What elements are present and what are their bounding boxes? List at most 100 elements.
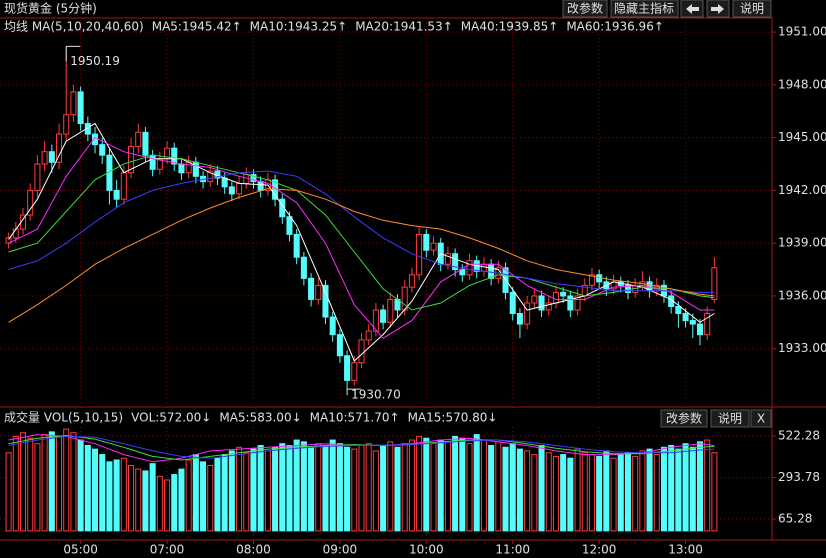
volume-bar bbox=[365, 443, 372, 532]
volume-bar bbox=[560, 454, 567, 532]
candle-body bbox=[300, 256, 307, 279]
volume-bar bbox=[423, 437, 430, 532]
volume-bar bbox=[574, 448, 581, 532]
arrow-left-icon[interactable] bbox=[686, 4, 699, 14]
button[interactable] bbox=[732, 0, 772, 18]
x-tick-label: 10:00 bbox=[409, 543, 444, 557]
volume-bar bbox=[473, 434, 480, 532]
volume-bar bbox=[171, 474, 178, 532]
candle-body bbox=[236, 182, 243, 195]
volume-bar bbox=[41, 434, 48, 532]
volume-bar bbox=[488, 444, 495, 532]
volume-bar bbox=[48, 431, 55, 532]
volume-bar bbox=[77, 439, 84, 532]
volume-bar bbox=[272, 446, 279, 532]
volume-bar bbox=[84, 444, 91, 532]
candle-body bbox=[430, 242, 437, 251]
legend-entry: MA40:1939.85↑ bbox=[461, 20, 559, 34]
y-tick-label: 1951.00 bbox=[778, 25, 826, 39]
volume-bar bbox=[207, 464, 214, 532]
button[interactable] bbox=[660, 409, 708, 428]
legend-entry: MA15:570.80↓ bbox=[408, 411, 498, 425]
volume-bar bbox=[156, 475, 163, 532]
volume-bar bbox=[466, 443, 473, 532]
volume-bar bbox=[358, 444, 365, 532]
button-label[interactable]: X bbox=[757, 412, 765, 426]
candle-body bbox=[149, 154, 156, 170]
volume-bar bbox=[552, 455, 559, 532]
candle-body bbox=[596, 274, 603, 283]
ma-line bbox=[8, 122, 715, 362]
y-tick-label: 65.28 bbox=[778, 512, 812, 526]
volume-bar bbox=[639, 450, 646, 532]
volume-bar bbox=[617, 454, 624, 532]
candle-body bbox=[55, 133, 63, 163]
legend-entry: MA5:583.00↓ bbox=[219, 411, 301, 425]
candle-body bbox=[48, 151, 55, 163]
button[interactable] bbox=[562, 0, 608, 18]
candle-body bbox=[41, 151, 48, 165]
button[interactable] bbox=[610, 0, 679, 18]
candle-body bbox=[452, 253, 459, 271]
volume-bar bbox=[236, 446, 243, 532]
candle-body bbox=[34, 163, 41, 191]
volume-bar bbox=[408, 439, 415, 532]
candle-body bbox=[120, 172, 127, 200]
volume-bar bbox=[329, 439, 336, 532]
candle-body bbox=[178, 163, 185, 174]
volume-bar bbox=[19, 432, 27, 532]
candle-body bbox=[675, 305, 682, 315]
candle-body bbox=[77, 91, 84, 125]
button[interactable] bbox=[750, 409, 772, 428]
volume-bar bbox=[538, 444, 545, 532]
volume-bar bbox=[120, 457, 127, 532]
y-tick-label: 1936.00 bbox=[778, 288, 826, 302]
candle-body bbox=[531, 295, 538, 304]
volume-bar bbox=[380, 444, 387, 532]
volume-bar bbox=[142, 470, 149, 532]
candle-body bbox=[329, 316, 336, 336]
x-tick-label: 07:00 bbox=[150, 543, 185, 557]
candle-body bbox=[171, 147, 178, 165]
volume-title: 成交量 VOL(5,10,15) bbox=[4, 410, 123, 425]
volume-bar bbox=[55, 435, 63, 532]
candle-body bbox=[228, 186, 235, 195]
candle-body bbox=[444, 253, 451, 265]
volume-bar bbox=[70, 432, 77, 532]
volume-bar bbox=[178, 468, 185, 532]
volume-bar bbox=[603, 450, 610, 532]
arrow-right-icon[interactable] bbox=[711, 4, 724, 14]
volume-bar bbox=[495, 441, 502, 532]
legend-entry: MA20:1941.53↑ bbox=[355, 20, 453, 34]
volume-bar bbox=[164, 479, 171, 532]
candle-body bbox=[488, 263, 495, 279]
candle-body bbox=[221, 177, 228, 188]
volume-bar bbox=[682, 443, 689, 532]
volume-bar bbox=[387, 441, 394, 532]
volume-bar bbox=[336, 443, 343, 532]
candle-body bbox=[524, 302, 531, 325]
volume-bar bbox=[92, 448, 99, 532]
candle-body bbox=[185, 161, 192, 174]
volume-bar bbox=[394, 446, 401, 532]
button[interactable] bbox=[710, 409, 750, 428]
candle-body bbox=[293, 233, 300, 258]
x-tick-label: 11:00 bbox=[495, 543, 530, 557]
volume-bar bbox=[322, 444, 329, 532]
button-label[interactable]: 说明 bbox=[718, 411, 742, 426]
button-label[interactable]: 改参数 bbox=[567, 1, 603, 16]
candle-body bbox=[387, 298, 394, 323]
button-label[interactable]: 改参数 bbox=[666, 411, 702, 426]
candle-body bbox=[552, 291, 559, 304]
volume-bar bbox=[653, 454, 660, 532]
volume-bar bbox=[545, 452, 552, 532]
button-label[interactable]: 说明 bbox=[740, 1, 764, 16]
candle-body bbox=[63, 114, 70, 135]
candle-body bbox=[286, 216, 293, 235]
legend-entry: VOL:572.00↓ bbox=[131, 411, 211, 425]
legend-entry: 均线 MA(5,10,20,40,60) bbox=[4, 20, 144, 34]
volume-bar bbox=[286, 444, 293, 532]
button-label[interactable]: 隐藏主指标 bbox=[614, 1, 674, 16]
